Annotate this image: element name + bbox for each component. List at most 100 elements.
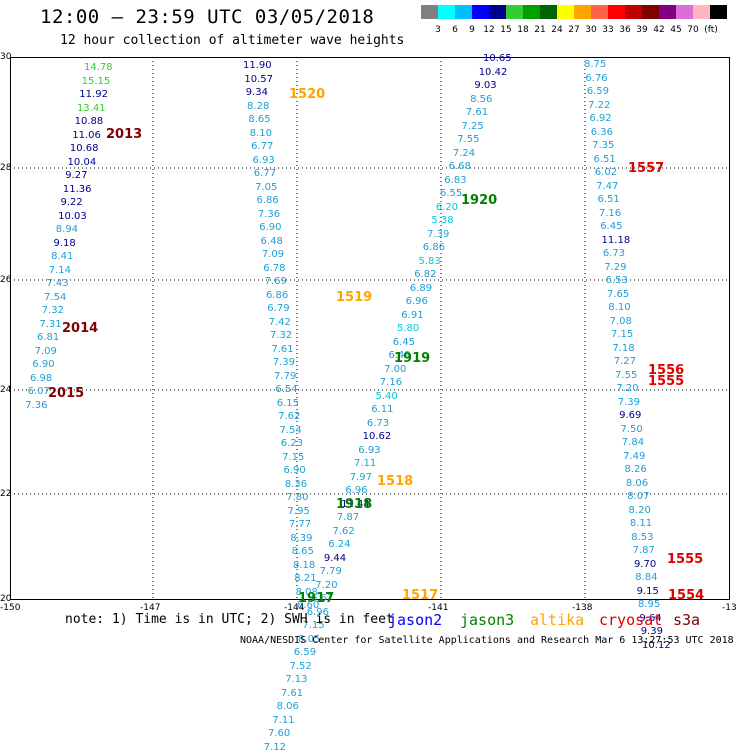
wave-height-value: 7.39	[427, 228, 450, 240]
wave-height-value: 6.59	[586, 86, 609, 97]
legend-label: 30	[585, 25, 597, 35]
wave-height-value: 8.05	[298, 633, 321, 645]
wave-height-value: 10.42	[478, 66, 508, 78]
legend-label: 36	[619, 25, 631, 35]
legend-swatch	[421, 5, 438, 19]
wave-height-value: 7.36	[257, 208, 281, 220]
wave-height-value: 9.39	[640, 626, 663, 637]
wave-height-value: 7.69	[264, 276, 287, 287]
pass-time-label: 2014	[62, 321, 99, 336]
wave-height-value: 6.67	[311, 593, 334, 604]
wave-height-value: 8.41	[51, 251, 74, 262]
pass-time-label: 1918	[336, 497, 373, 512]
legend-label: 21	[534, 25, 546, 35]
legend-label: 70	[687, 25, 699, 35]
wave-height-value: 11.36	[62, 183, 92, 195]
wave-height-value: 8.75	[584, 59, 607, 70]
wave-height-value: 8.26	[624, 464, 647, 475]
wave-height-value: 6.96	[306, 606, 329, 618]
legend-label: 15	[500, 25, 512, 35]
legend-swatch	[591, 5, 608, 19]
wave-height-value: 6.45	[600, 221, 623, 232]
wave-height-value: 7.43	[46, 278, 69, 289]
wave-height-value: 6.96	[345, 485, 368, 496]
credit-line: NOAA/NESDIS Center for Satellite Applica…	[240, 635, 734, 646]
wave-height-value: 7.84	[621, 437, 645, 448]
wave-height-value: 7.77	[288, 519, 312, 530]
wave-height-value: 5.38	[431, 215, 454, 226]
legend-swatch	[693, 5, 710, 19]
wave-height-value: 7.62	[278, 411, 301, 422]
wave-height-value: 10.03	[58, 210, 87, 222]
pass-time-label: 1518	[377, 474, 414, 489]
pass-time-label: 1517	[402, 588, 439, 603]
wave-height-value: 6.51	[593, 153, 616, 165]
wave-height-value: 8.65	[291, 546, 314, 557]
legend-swatch	[642, 5, 659, 19]
wave-height-value: 7.42	[268, 316, 291, 328]
legend-swatch	[608, 5, 625, 19]
wave-height-value: 7.14	[48, 264, 72, 276]
wave-height-value: 6.36	[590, 126, 614, 138]
wave-height-value: 6.93	[252, 154, 275, 166]
legend-swatch	[557, 5, 574, 19]
wave-height-value: 5.80	[397, 323, 420, 334]
wave-height-value: 7.29	[604, 261, 627, 273]
wave-height-value: 9.15	[636, 585, 659, 597]
wave-height-value: 7.65	[606, 288, 630, 300]
wave-height-value: 6.83	[444, 174, 467, 186]
wave-height-value: 7.61	[271, 343, 294, 355]
wave-height-value: 7.32	[270, 330, 293, 341]
wave-height-value: 8.60	[297, 600, 320, 611]
wave-height-value: 11.06	[72, 129, 101, 141]
pass-time-label: 1919	[394, 351, 431, 366]
wave-height-value: 7.55	[615, 369, 638, 381]
wave-height-value: 7.15	[302, 620, 325, 631]
wave-height-value: 6.07	[27, 386, 50, 397]
wave-height-value: 7.61	[280, 687, 304, 699]
satellite-legend-item: jason2	[388, 611, 443, 629]
legend-label: 27	[568, 25, 580, 35]
wave-height-value: 6.86	[265, 289, 289, 301]
latitude-tick-label: 22	[0, 489, 12, 499]
wave-height-value: 10.88	[74, 116, 104, 127]
pass-time-label: 1557	[628, 161, 665, 176]
wave-height-value: 6.82	[414, 269, 437, 280]
wave-height-value: 8.06	[276, 701, 299, 712]
wave-height-value: 8.10	[608, 302, 631, 313]
wave-height-value: 6.59	[293, 647, 317, 658]
wave-height-value: 6.23	[280, 438, 304, 449]
legend-label: 39	[636, 25, 648, 35]
wave-height-value: 15.15	[81, 75, 111, 87]
wave-height-value: 10.57	[244, 73, 273, 85]
wave-height-value: 6.48	[260, 235, 283, 247]
wave-height-value: 6.77	[253, 168, 277, 179]
wave-height-value: 14.78	[84, 62, 113, 73]
wave-height-value: 7.05	[255, 181, 278, 193]
wave-height-value: 6.93	[358, 444, 381, 456]
wave-height-value: 7.27	[613, 356, 636, 367]
satellite-legend-item: jason3	[460, 611, 515, 629]
latitude-tick-label: 20	[0, 594, 12, 604]
wave-height-value: 7.79	[319, 566, 342, 577]
longitude-tick-label: -138	[572, 603, 593, 613]
wave-height-value: 7.35	[592, 140, 615, 151]
legend-swatch	[455, 5, 472, 19]
wave-height-value: 7.39	[272, 357, 295, 368]
wave-height-value: 13.41	[76, 102, 106, 114]
wave-height-value: 7.97	[349, 471, 372, 483]
latitude-tick-label: 30	[0, 52, 12, 62]
legend-swatch	[710, 5, 727, 19]
wave-height-value: 7.24	[452, 147, 476, 159]
legend-swatch	[523, 5, 540, 19]
wave-height-value: 8.20	[628, 504, 651, 516]
pass-time-label: 1917	[298, 591, 335, 606]
wave-height-value: 7.11	[272, 714, 295, 726]
wave-height-value: 7.49	[623, 450, 646, 462]
latitude-tick-label: 26	[0, 275, 12, 285]
wave-height-value: 8.53	[631, 531, 654, 543]
wave-height-value: 7.54	[44, 291, 67, 303]
wave-height-value: 6.73	[602, 248, 626, 259]
wave-height-value: 6.81	[37, 332, 60, 343]
pass-time-label: 1519	[336, 290, 373, 305]
